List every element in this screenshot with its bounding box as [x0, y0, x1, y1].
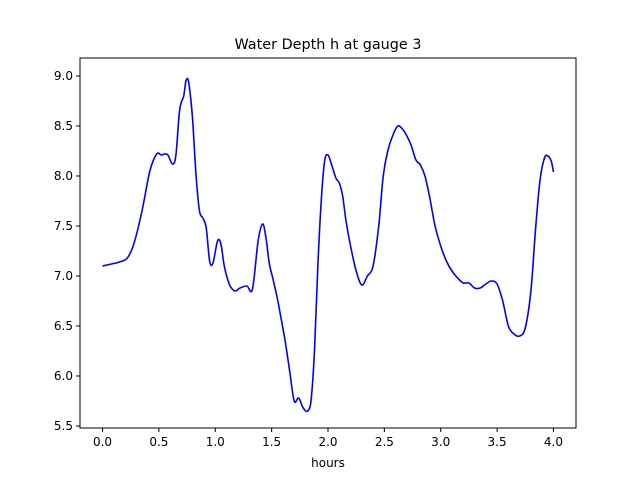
water-depth-line [102, 77, 555, 413]
x-tick-label: 4.0 [544, 435, 563, 449]
y-tick-label: 7.5 [54, 219, 73, 233]
x-tick-label: 0.0 [93, 435, 112, 449]
x-tick-label: 1.0 [206, 435, 225, 449]
x-tick-label: 2.0 [318, 435, 337, 449]
x-tick-label: 2.5 [375, 435, 394, 449]
x-tick-label: 0.5 [149, 435, 168, 449]
plot-area [79, 57, 577, 429]
y-tick-label: 6.0 [54, 369, 73, 383]
x-tick-label: 3.0 [431, 435, 450, 449]
y-tick-label: 9.0 [54, 69, 73, 83]
x-axis-ticks: 0.0 0.5 1.0 1.5 2.0 2.5 3.0 3.5 4.0 [93, 428, 563, 449]
y-tick-label: 8.0 [54, 169, 73, 183]
x-tick-label: 3.5 [488, 435, 507, 449]
y-axis-ticks: 5.5 6.0 6.5 7.0 7.5 8.0 8.5 9.0 [54, 69, 80, 433]
y-tick-label: 5.5 [54, 419, 73, 433]
chart-title: Water Depth h at gauge 3 [234, 37, 421, 53]
x-tick-label: 1.5 [262, 435, 281, 449]
x-axis-label: hours [311, 456, 345, 470]
y-tick-label: 6.5 [54, 319, 73, 333]
y-tick-label: 7.0 [54, 269, 73, 283]
y-tick-label: 8.5 [54, 119, 73, 133]
